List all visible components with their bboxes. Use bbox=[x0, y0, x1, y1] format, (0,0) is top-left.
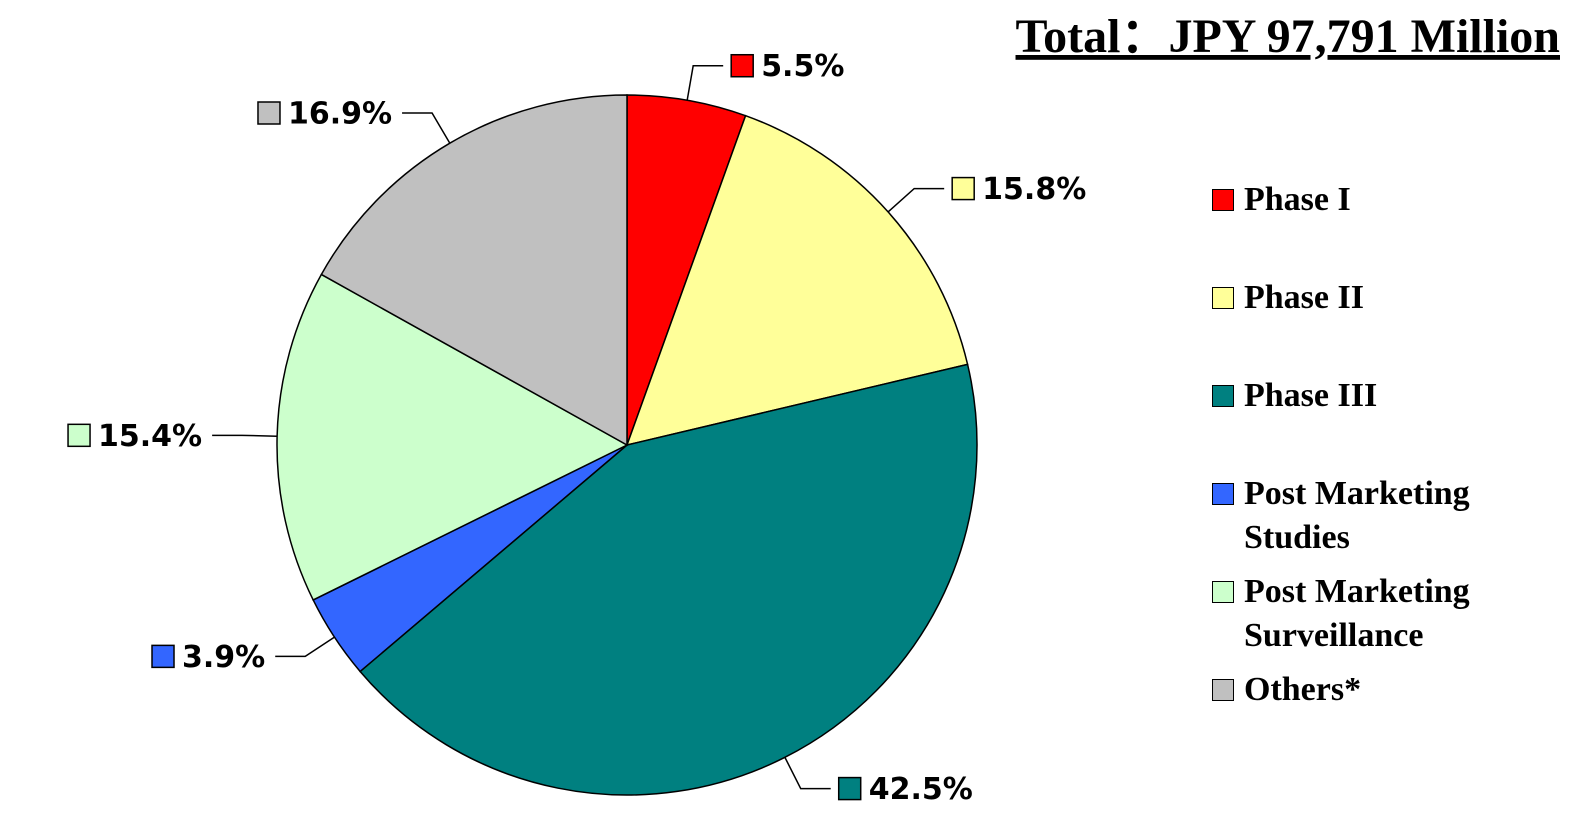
leader-line bbox=[784, 757, 831, 790]
legend-label: Phase II bbox=[1244, 279, 1364, 316]
legend-label: Post Marketing Studies bbox=[1244, 475, 1470, 556]
data-label: 15.4% bbox=[67, 419, 202, 454]
label-swatch bbox=[151, 644, 175, 669]
label-swatch bbox=[951, 176, 975, 201]
data-label: 5.5% bbox=[730, 49, 844, 84]
legend-item: Others* bbox=[1212, 668, 1564, 712]
label-swatch bbox=[730, 53, 754, 78]
legend-swatch bbox=[1212, 679, 1234, 701]
data-label: 42.5% bbox=[837, 772, 973, 807]
legend-item: Post Marketing Surveillance bbox=[1212, 570, 1564, 658]
legend-label: Others* bbox=[1244, 671, 1362, 708]
leader-line bbox=[686, 64, 724, 101]
data-label: 15.8% bbox=[951, 172, 1086, 207]
data-label-text: 15.8% bbox=[982, 172, 1086, 207]
data-label-text: 3.9% bbox=[182, 640, 265, 675]
legend-swatch bbox=[1212, 581, 1234, 603]
legend-item: Phase I bbox=[1212, 178, 1564, 222]
label-swatch bbox=[257, 101, 281, 125]
chart-title: Total：JPY 97,791 Million bbox=[1016, 10, 1560, 63]
legend-swatch bbox=[1212, 483, 1234, 505]
legend-swatch bbox=[1212, 385, 1234, 407]
legend-label: Post Marketing Surveillance bbox=[1244, 573, 1470, 654]
label-swatch bbox=[837, 776, 862, 801]
pie-slice bbox=[276, 273, 629, 601]
data-label-text: 42.5% bbox=[869, 772, 973, 807]
leader-line bbox=[402, 112, 451, 144]
data-label: 3.9% bbox=[151, 640, 265, 675]
data-label-text: 15.4% bbox=[98, 419, 202, 454]
data-label-text: 16.9% bbox=[288, 97, 392, 132]
leader-line bbox=[212, 434, 278, 437]
pie-slice bbox=[359, 363, 978, 796]
pie-slice bbox=[625, 114, 969, 447]
legend-label: Phase I bbox=[1244, 181, 1351, 218]
label-swatch bbox=[67, 423, 91, 448]
leader-line bbox=[275, 636, 335, 658]
data-label: 16.9% bbox=[257, 97, 392, 132]
leader-line bbox=[887, 187, 945, 213]
legend-item: Post Marketing Studies bbox=[1212, 472, 1564, 560]
legend-item: Phase III bbox=[1212, 374, 1564, 418]
legend-swatch bbox=[1212, 189, 1234, 211]
legend-swatch bbox=[1212, 287, 1234, 309]
legend-label: Phase III bbox=[1244, 377, 1378, 414]
data-label-text: 5.5% bbox=[761, 49, 844, 84]
legend-item: Phase II bbox=[1212, 276, 1564, 320]
